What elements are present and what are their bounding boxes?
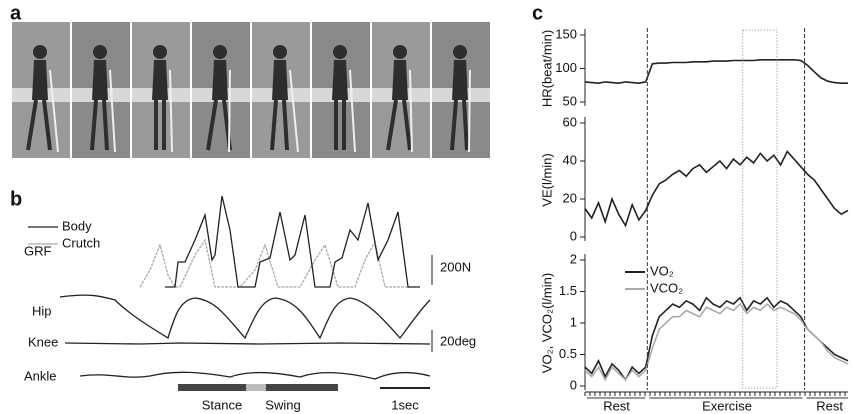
series-line: [584, 150, 849, 228]
person-head: [93, 45, 107, 59]
panel-label: b: [10, 188, 22, 210]
person-body: [332, 60, 348, 100]
series-line: [584, 296, 849, 382]
stance-bar: [266, 384, 338, 391]
person-body: [452, 60, 468, 100]
person-legs: [334, 100, 346, 150]
y-tick-label: 0: [570, 377, 577, 392]
legend-label: VCO₂: [650, 280, 683, 295]
person-head: [213, 45, 227, 59]
crutch: [228, 69, 231, 153]
y-tick-label: 2: [570, 251, 577, 266]
person-body: [392, 60, 408, 100]
scale-label: 20deg: [440, 333, 476, 348]
crutch: [349, 69, 356, 153]
y-tick-label: 50: [563, 93, 577, 108]
y-tick-label: 1: [570, 314, 577, 329]
legend-label: Crutch: [62, 235, 100, 250]
person-legs: [154, 100, 166, 150]
person-head: [273, 45, 287, 59]
y-axis-label: VE(l/min): [539, 153, 554, 206]
crutch: [289, 69, 299, 153]
person-legs: [386, 99, 412, 151]
y-axis-label: VO₂, VCO₂(l/min): [539, 273, 554, 373]
window-box: [742, 29, 778, 389]
person-head: [333, 45, 347, 59]
person-head: [33, 45, 47, 59]
person-legs: [26, 99, 52, 151]
phase-label: Rest: [816, 398, 843, 413]
person-body: [272, 60, 288, 100]
legend-label: Body: [62, 218, 92, 233]
person-head: [153, 45, 167, 59]
person-body: [152, 60, 168, 100]
phase-label: Exercise: [702, 398, 752, 413]
panel-label: c: [532, 2, 543, 24]
series-line: [584, 302, 849, 382]
scale-label: 1sec: [391, 397, 419, 412]
trace-label: Knee: [28, 334, 58, 349]
y-tick-label: 40: [563, 152, 577, 167]
y-tick-label: 20: [563, 190, 577, 205]
person-legs: [450, 99, 469, 151]
phase-label: Swing: [265, 397, 300, 412]
phase-label: Stance: [202, 397, 242, 412]
crutch-trace: [139, 238, 410, 288]
y-tick-label: 60: [563, 114, 577, 129]
person-body: [92, 60, 108, 100]
person-body: [212, 60, 228, 100]
photo-strip: [12, 22, 490, 158]
y-tick-label: 0.5: [559, 346, 577, 361]
stance-bar: [178, 384, 246, 391]
y-tick-label: 150: [555, 26, 577, 41]
y-tick-label: 1.5: [559, 283, 577, 298]
person-legs: [90, 99, 109, 151]
trace-label: Ankle: [24, 368, 57, 383]
y-tick-label: 100: [555, 60, 577, 75]
body-trace: [165, 195, 420, 288]
panel-label: a: [10, 2, 22, 24]
scale-label: 200N: [440, 259, 471, 274]
swing-bar: [246, 384, 266, 391]
crutch: [468, 69, 471, 153]
person-body: [32, 60, 48, 100]
crutch: [169, 69, 173, 153]
phase-label: Rest: [603, 398, 630, 413]
series-line: [584, 59, 848, 85]
trace-label: Hip: [32, 303, 52, 318]
hip-trace: [59, 294, 431, 340]
knee-trace: [64, 342, 431, 345]
crutch: [409, 69, 413, 153]
legend-label: VO₂: [650, 263, 674, 278]
trace-label: GRF: [24, 243, 52, 258]
y-axis-label: HR(beat/min): [539, 30, 554, 107]
person-head: [393, 45, 407, 59]
crutch: [49, 69, 59, 153]
person-head: [453, 45, 467, 59]
person-legs: [270, 99, 289, 151]
crutch: [109, 69, 116, 153]
y-tick-label: 0: [570, 228, 577, 243]
ankle-trace: [79, 371, 431, 380]
